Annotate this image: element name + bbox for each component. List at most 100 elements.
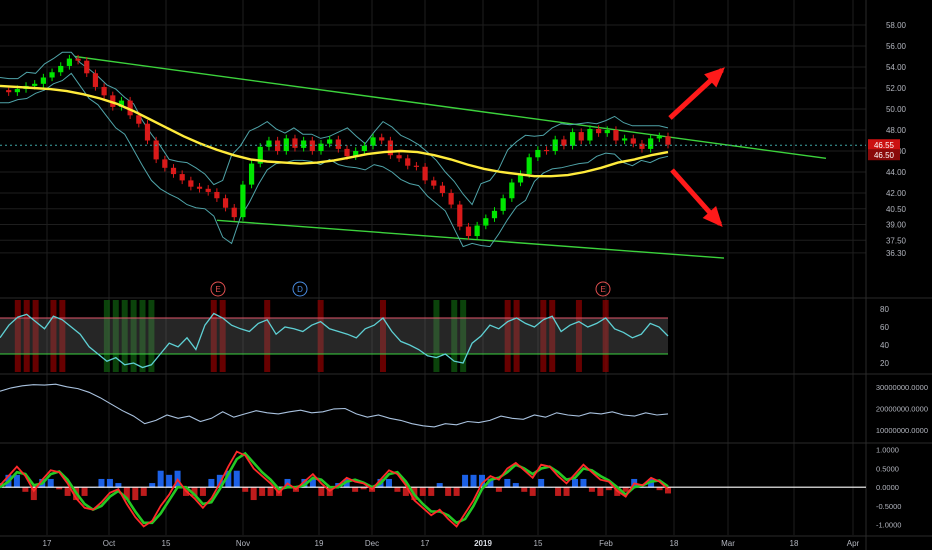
candle-body[interactable] [309, 140, 315, 152]
bollinger-upper-line[interactable] [0, 51, 669, 206]
candle-body[interactable] [448, 193, 454, 205]
candle-body[interactable] [543, 149, 550, 152]
candle-body[interactable] [66, 58, 73, 66]
candle-body[interactable] [535, 149, 541, 158]
candle-body[interactable] [483, 218, 489, 226]
candle-body[interactable] [301, 140, 307, 148]
candle-body[interactable] [179, 174, 185, 181]
candle-body[interactable] [613, 130, 619, 141]
candle-body[interactable] [491, 210, 498, 219]
candle-body[interactable] [75, 58, 81, 61]
oscillator-fast-line[interactable] [0, 450, 669, 528]
candle-body[interactable] [275, 140, 281, 152]
candle-body[interactable] [327, 139, 333, 144]
oscillator-pane[interactable] [0, 450, 866, 528]
accumulation-pane[interactable] [0, 383, 669, 428]
candle-body[interactable] [40, 77, 46, 84]
candle-body[interactable] [413, 165, 420, 167]
candle-body[interactable] [32, 83, 38, 86]
event-marker-d[interactable] [292, 281, 308, 297]
price-pane[interactable] [0, 51, 866, 248]
candle-body[interactable] [361, 145, 367, 151]
candle-body[interactable] [214, 191, 220, 199]
candle-body[interactable] [353, 151, 359, 157]
rsi-line[interactable] [0, 312, 669, 369]
candle-body[interactable] [266, 140, 272, 147]
candle-body[interactable] [509, 182, 515, 199]
candle-body[interactable] [118, 100, 125, 107]
candle-body[interactable] [569, 132, 576, 146]
candle-body[interactable] [84, 60, 90, 74]
bollinger-lower-line[interactable] [0, 72, 669, 248]
candle-body[interactable] [396, 155, 402, 159]
histogram-bar [199, 487, 206, 496]
candle-body[interactable] [465, 226, 472, 237]
candle-body[interactable] [101, 86, 107, 96]
candle-body[interactable] [578, 132, 584, 141]
candle-body[interactable] [648, 138, 654, 149]
candle-body[interactable] [604, 130, 610, 134]
histogram-bar [419, 487, 426, 496]
candle-body[interactable] [630, 138, 636, 144]
candle-body[interactable] [110, 95, 116, 107]
candle-body[interactable] [370, 137, 376, 146]
rsi-pane[interactable] [0, 300, 669, 372]
candle-body[interactable] [318, 143, 324, 151]
histogram-bar [453, 487, 460, 496]
candle-body[interactable] [517, 174, 524, 183]
candle-body[interactable] [222, 198, 229, 208]
long-moving-average-line[interactable] [0, 84, 669, 178]
trend-channel[interactable] [74, 55, 827, 259]
candle-body[interactable] [153, 140, 159, 160]
price-axis[interactable]: 58.0056.0054.0052.0050.0048.0046.0044.00… [868, 21, 928, 530]
candle-body[interactable] [474, 225, 480, 237]
candle-body[interactable] [205, 188, 211, 192]
candle-body[interactable] [6, 90, 12, 93]
candle-body[interactable] [136, 115, 142, 124]
channel-upper-line[interactable] [74, 55, 827, 160]
event-marker-e[interactable] [595, 281, 611, 297]
candle-body[interactable] [335, 139, 341, 149]
event-marker-e[interactable] [210, 281, 226, 297]
candle-body[interactable] [162, 159, 168, 168]
histogram-bar [123, 487, 130, 501]
candle-body[interactable] [639, 143, 645, 149]
candle-body[interactable] [170, 167, 177, 175]
candle-body[interactable] [665, 136, 671, 145]
candle-body[interactable] [248, 163, 255, 185]
candle-body[interactable] [144, 123, 151, 141]
candle-body[interactable] [127, 100, 133, 116]
candle-body[interactable] [500, 198, 506, 211]
candle-body[interactable] [526, 157, 532, 175]
candle-body[interactable] [622, 138, 628, 141]
candle-body[interactable] [457, 204, 463, 227]
time-axis[interactable]: 17 Oct 15 Nov 19 Dec 17 2019 15 Feb 18 Mar 18 Apr [43, 539, 860, 548]
candle-body[interactable] [49, 72, 55, 78]
candle-body[interactable] [379, 137, 385, 141]
candle-body[interactable] [405, 158, 411, 166]
candle-body[interactable] [231, 207, 237, 218]
candle-body[interactable] [196, 186, 203, 189]
histogram-bar [233, 470, 240, 488]
candle-body[interactable] [344, 148, 350, 157]
candle-body[interactable] [587, 128, 593, 141]
candle-body[interactable] [188, 180, 194, 187]
candle-body[interactable] [422, 166, 428, 181]
candle-body[interactable] [595, 128, 602, 134]
channel-lower-line[interactable] [216, 219, 725, 259]
candle-body[interactable] [387, 140, 393, 156]
candle-body[interactable] [561, 139, 567, 146]
candle-body[interactable] [656, 136, 662, 139]
candle-body[interactable] [14, 89, 20, 93]
candle-body[interactable] [431, 180, 437, 186]
candle-body[interactable] [92, 73, 99, 87]
candle-body[interactable] [283, 138, 289, 151]
candle-body[interactable] [257, 146, 263, 164]
candle-body[interactable] [240, 184, 246, 218]
candle-body[interactable] [439, 185, 446, 193]
candle-body[interactable] [58, 65, 64, 73]
accumulation-line[interactable] [0, 383, 669, 428]
candle-body[interactable] [292, 138, 298, 148]
